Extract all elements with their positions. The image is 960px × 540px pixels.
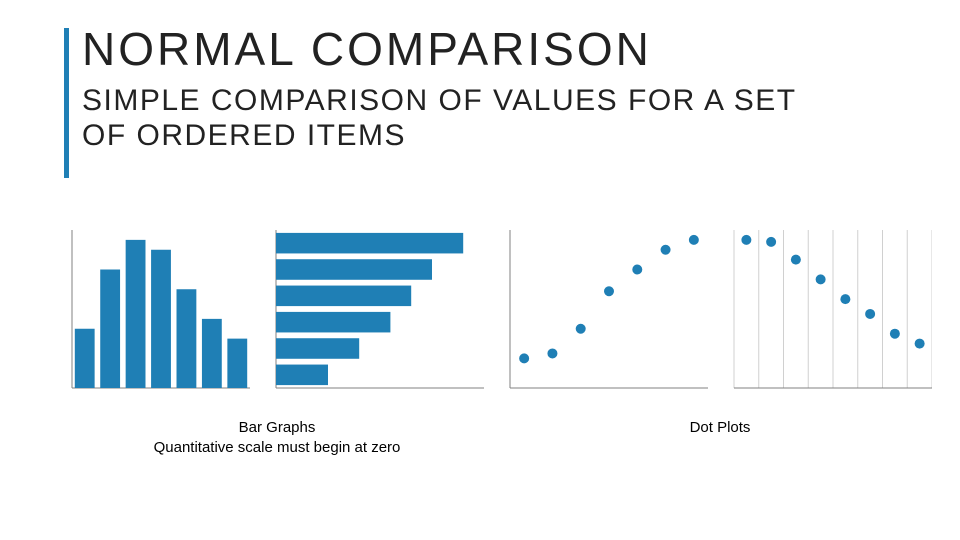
charts-row	[70, 230, 910, 410]
slide-title: NORMAL COMPARISON	[82, 22, 652, 76]
dot-plot-descending	[732, 230, 932, 410]
slide-subtitle: SIMPLE COMPARISON OF VALUES FOR A SET OF…	[82, 84, 842, 153]
vertical-bar-chart	[70, 230, 250, 410]
accent-bar	[64, 28, 69, 178]
captions: Bar Graphs Quantitative scale must begin…	[70, 418, 910, 478]
horizontal-bar-chart	[274, 230, 484, 410]
caption-bar-graphs: Bar Graphs Quantitative scale must begin…	[70, 418, 484, 457]
caption-dot-plots: Dot Plots	[508, 418, 932, 438]
slide: NORMAL COMPARISON SIMPLE COMPARISON OF V…	[0, 0, 960, 540]
dot-plot-ascending	[508, 230, 708, 410]
